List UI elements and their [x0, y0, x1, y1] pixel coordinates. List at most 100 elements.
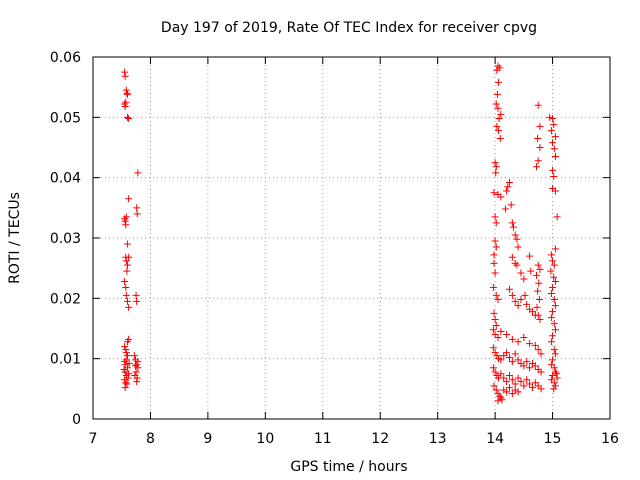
data-point [508, 390, 516, 398]
data-point [523, 300, 531, 308]
data-point [531, 341, 539, 349]
y-axis: 0 0.01 0.02 0.03 0.04 0.05 0.06 [50, 50, 610, 428]
data-point [547, 267, 555, 275]
data-point [130, 352, 138, 360]
data-point [553, 374, 561, 382]
data-point [133, 297, 141, 305]
data-point [551, 187, 559, 195]
data-point [547, 338, 555, 346]
data-point [508, 376, 516, 384]
data-point [122, 356, 130, 364]
data-point [532, 163, 540, 171]
data-point [496, 392, 504, 400]
data-point [123, 267, 131, 275]
data-point [513, 235, 521, 243]
x-tick-label: 8 [146, 431, 155, 447]
data-point [122, 221, 130, 229]
y-tick-label: 0.06 [50, 50, 81, 66]
data-point [517, 378, 525, 386]
data-point [534, 134, 542, 142]
data-point [531, 379, 539, 387]
data-point [551, 382, 559, 390]
data-point [494, 296, 502, 304]
data-point [549, 115, 557, 123]
data-point [511, 259, 519, 267]
data-point [489, 283, 497, 291]
data-point [531, 362, 539, 370]
data-point [511, 350, 519, 358]
y-tick-label: 0.05 [50, 110, 81, 126]
data-point [500, 352, 508, 360]
data-point [549, 332, 557, 340]
data-point [551, 302, 559, 310]
data-point [533, 303, 541, 311]
data-point [520, 334, 528, 342]
data-point [549, 372, 557, 380]
data-point [490, 189, 498, 197]
x-tick-label: 9 [203, 431, 212, 447]
data-point [500, 374, 508, 382]
x-axis: 7 8 9 10 11 12 13 14 15 16 [89, 57, 619, 447]
data-point [550, 320, 558, 328]
data-point [134, 358, 142, 366]
data-points [120, 62, 561, 405]
data-point [517, 296, 525, 304]
data-point [121, 343, 129, 351]
data-point [526, 340, 534, 348]
data-point [505, 285, 513, 293]
data-point [133, 378, 141, 386]
data-point [122, 291, 130, 299]
data-point [523, 376, 531, 384]
data-point [121, 368, 129, 376]
data-point [507, 201, 515, 209]
data-point [513, 261, 521, 269]
data-point [492, 386, 500, 394]
y-tick-label: 0.04 [50, 171, 81, 187]
data-point [550, 346, 558, 354]
data-point [534, 311, 542, 319]
data-point [490, 382, 498, 390]
data-point [123, 352, 131, 360]
data-point [494, 104, 502, 112]
data-point [547, 251, 555, 259]
data-point [547, 314, 555, 322]
data-point [508, 291, 516, 299]
data-point [526, 364, 534, 372]
data-point [551, 368, 559, 376]
data-point [550, 296, 558, 304]
data-point [534, 157, 542, 165]
data-point [133, 361, 141, 369]
data-point [489, 344, 497, 352]
data-point [511, 231, 519, 239]
data-point [500, 386, 508, 394]
data-point [511, 386, 519, 394]
data-point [495, 78, 503, 86]
data-point [547, 290, 555, 298]
data-point [551, 153, 559, 161]
data-point [550, 121, 558, 129]
data-point [536, 265, 544, 273]
data-point [536, 315, 544, 323]
data-point [549, 257, 557, 265]
data-point [122, 349, 130, 357]
data-point [125, 253, 133, 261]
data-point [514, 302, 522, 310]
data-point [490, 309, 498, 317]
data-point [495, 115, 503, 123]
data-point [503, 349, 511, 357]
data-point [121, 358, 129, 366]
data-point [489, 364, 497, 372]
data-point [492, 219, 500, 227]
data-point [122, 257, 130, 265]
data-point [509, 223, 517, 231]
data-point [549, 356, 557, 364]
data-point [551, 350, 559, 358]
data-point [494, 334, 502, 342]
x-tick-label: 7 [89, 431, 98, 447]
data-point [551, 133, 559, 141]
data-point [546, 113, 554, 121]
data-point [514, 338, 522, 346]
data-point [123, 261, 131, 269]
y-tick-label: 0.03 [50, 231, 81, 247]
data-point [121, 102, 129, 110]
